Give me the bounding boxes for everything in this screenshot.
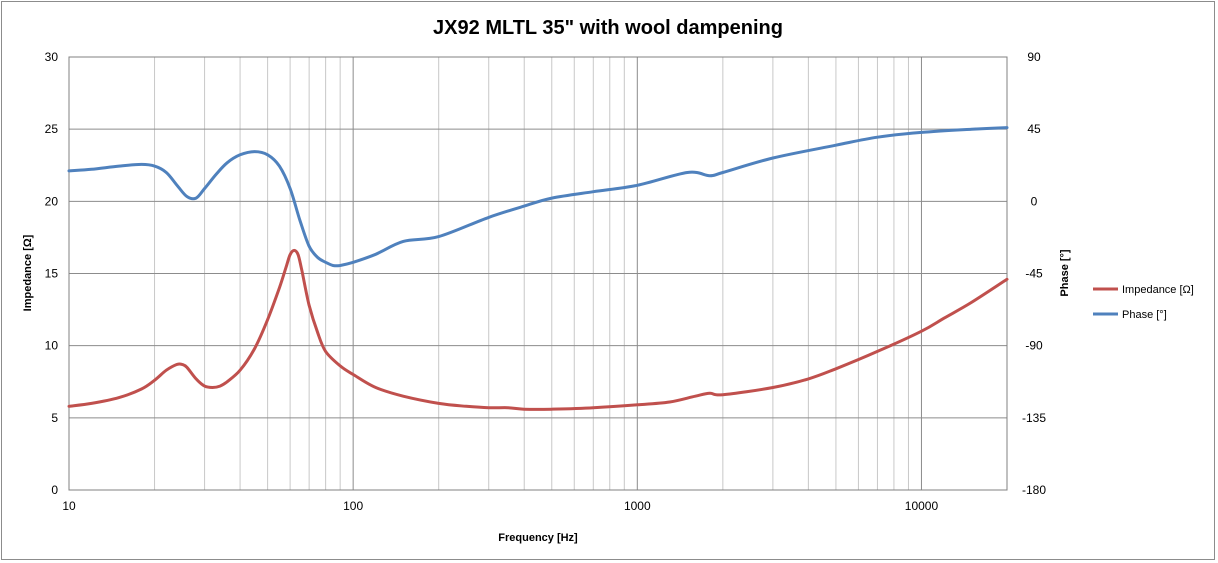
y2-axis-label: Phase [°] bbox=[1059, 249, 1071, 297]
series-line-impedance bbox=[67, 248, 1009, 411]
legend-label-phase: Phase [°] bbox=[1122, 309, 1167, 321]
y2-tick-label: -180 bbox=[1022, 483, 1046, 497]
x-tick-label: 10 bbox=[62, 499, 76, 513]
y-tick-label: 25 bbox=[45, 122, 59, 136]
y2-tick-label: -135 bbox=[1022, 411, 1046, 425]
x-tick-label: 10000 bbox=[905, 499, 939, 513]
y-axis-label: Impedance [Ω] bbox=[22, 234, 34, 311]
y-tick-label: 15 bbox=[45, 267, 59, 281]
y2-tick-label: 0 bbox=[1031, 194, 1038, 208]
y-tick-label: 5 bbox=[51, 411, 58, 425]
y2-tick-label: -45 bbox=[1025, 267, 1043, 281]
y-tick-label: 30 bbox=[45, 50, 59, 64]
chart-title: JX92 MLTL 35" with wool dampening bbox=[433, 17, 783, 39]
y2-tick-label: 90 bbox=[1027, 50, 1041, 64]
y-tick-label: 10 bbox=[45, 339, 59, 353]
x-tick-label: 100 bbox=[343, 499, 363, 513]
x-axis-label: Frequency [Hz] bbox=[498, 532, 578, 544]
y-tick-label: 20 bbox=[45, 194, 59, 208]
y2-tick-label: -90 bbox=[1025, 339, 1043, 353]
legend-label-impedance: Impedance [Ω] bbox=[1122, 284, 1194, 296]
tick-labels: 10 100 1000 10000 0 5 10 15 20 25 30 -180 -135 -90 -45… bbox=[45, 50, 1047, 513]
series-lines bbox=[67, 126, 1009, 411]
plot-area-border bbox=[68, 56, 1008, 491]
legend: Impedance [Ω] Phase [°] bbox=[1093, 284, 1194, 321]
grid-lines bbox=[68, 56, 1008, 491]
y2-tick-label: 45 bbox=[1027, 122, 1041, 136]
x-tick-label: 1000 bbox=[624, 499, 651, 513]
y-tick-label: 0 bbox=[51, 483, 58, 497]
series-line-phase bbox=[67, 126, 1009, 268]
